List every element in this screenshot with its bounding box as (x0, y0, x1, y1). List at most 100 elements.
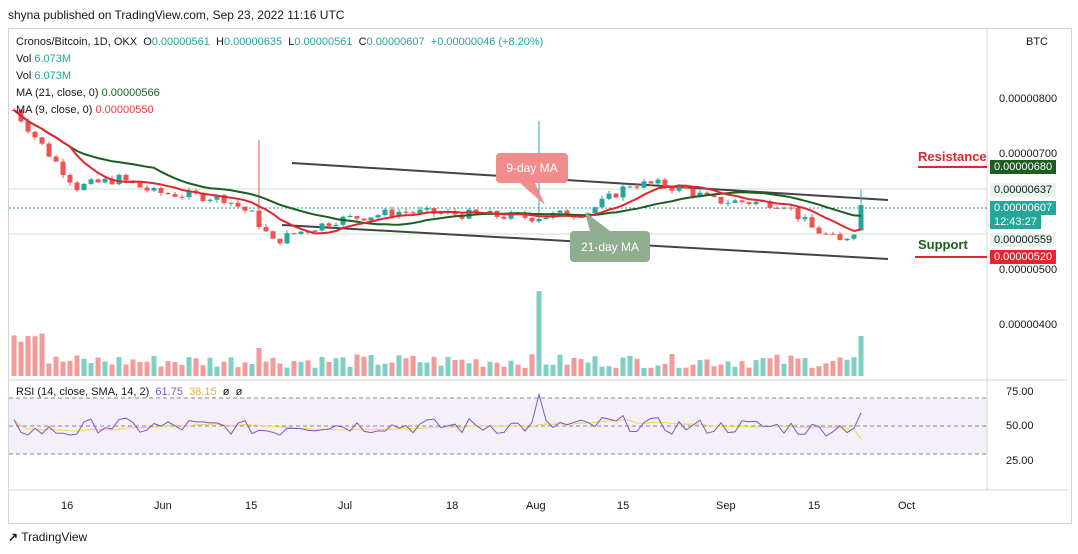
candle-body (592, 207, 598, 214)
volume-bar (354, 354, 360, 376)
candle-body (753, 201, 759, 204)
chart-frame (8, 28, 1072, 524)
candle-body (403, 211, 409, 213)
volume-bar (494, 362, 500, 376)
volume-bar (725, 361, 731, 376)
candle-body (186, 190, 192, 197)
candle-body (648, 181, 654, 184)
candle-body (431, 208, 437, 214)
volume-bar (382, 363, 388, 376)
x-axis-label: Oct (898, 500, 916, 512)
candle-body (88, 179, 94, 184)
ma21-label: MA (21, close, 0) (16, 87, 99, 99)
close-value: 0.00000607 (366, 36, 425, 48)
volume-bar (550, 364, 556, 376)
volume-bar (242, 362, 248, 376)
candle-body (249, 210, 255, 212)
volume-bar (284, 367, 290, 376)
volume-bar (802, 358, 808, 376)
high-value: 0.00000635 (223, 36, 283, 48)
channel-upper-line (291, 162, 889, 201)
candle-body (732, 200, 738, 203)
candle-body (284, 233, 290, 244)
volume-bar (333, 358, 339, 376)
candle-body (81, 183, 87, 191)
x-axis-label: Jun (154, 500, 172, 512)
volume-bar (116, 357, 122, 376)
volume-bar (466, 363, 472, 376)
candle-body (179, 196, 185, 198)
low-label: L (288, 36, 295, 48)
candle-body (725, 202, 731, 204)
vol-value: 6.073M (34, 53, 72, 65)
ma21-callout-pointer (585, 212, 610, 231)
volume-bar (207, 357, 213, 376)
countdown-box: 12:43:27 (990, 215, 1041, 229)
volume-bar (403, 358, 409, 376)
candle-body (508, 212, 514, 219)
candle-body (32, 131, 38, 138)
volume-bar (235, 367, 241, 376)
legend-ma21: MA (21, close, 0) 0.00000566 (16, 87, 160, 99)
rsi-sma-value: 38.15 (189, 386, 217, 398)
volume-bar (858, 336, 864, 376)
volume-bar (193, 358, 199, 376)
ma9-label: MA (9, close, 0) (16, 104, 93, 116)
candle-body (613, 193, 619, 198)
volume-bar (396, 355, 402, 376)
candle-body (382, 209, 388, 216)
volume-bar (781, 363, 787, 376)
candle-body (606, 193, 612, 199)
candle-body (291, 233, 297, 235)
volume-bar (298, 361, 304, 376)
volume-bar (823, 363, 829, 376)
candle-body (676, 186, 682, 191)
volume-bar (543, 364, 549, 376)
candle-body (95, 179, 101, 183)
candle-body (368, 217, 374, 221)
close-label: C (358, 36, 367, 48)
volume-bar (515, 364, 521, 376)
volume-bar (522, 367, 528, 376)
rsi-blank: ø (222, 386, 230, 398)
rsi-value: 61.75 (155, 386, 183, 398)
candle-body (424, 208, 430, 210)
volume-bar (487, 361, 493, 376)
candle-body (704, 192, 710, 195)
volume-bar (613, 367, 619, 376)
candle-body (795, 208, 801, 220)
high-label: H (216, 36, 224, 48)
candle-body (270, 231, 276, 239)
candle-body (207, 199, 213, 201)
candle-body (298, 231, 304, 234)
volume-bar (452, 360, 458, 376)
volume-bar (760, 358, 766, 376)
price-axis-label: 0.00000800 (999, 93, 1058, 105)
volume-bar (844, 359, 850, 376)
volume-bar (501, 366, 507, 376)
candle-body (165, 193, 171, 195)
open-value: 0.00000561 (151, 36, 210, 48)
legend-symbol: Cronos/Bitcoin, 1D, OKX (16, 36, 138, 48)
volume-bar (438, 365, 444, 376)
support-label: Support (918, 237, 968, 252)
candle-body (620, 186, 626, 198)
volume-bar (221, 361, 227, 376)
volume-bar (837, 357, 843, 376)
volume-bar (102, 361, 108, 376)
rsi-sma-line (13, 419, 862, 440)
rsi-level-label: 75.00 (1006, 386, 1034, 398)
tradingview-logo[interactable]: ↗ TradingView (8, 530, 87, 544)
volume-bar (123, 364, 129, 376)
legend-ma9: MA (9, close, 0) 0.00000550 (16, 104, 154, 116)
volume-bar (165, 361, 171, 376)
candle-body (144, 187, 150, 191)
candle-body (823, 233, 829, 235)
ma9-callout-pointer (520, 183, 545, 205)
volume-bar (263, 361, 269, 376)
volume-bar (151, 355, 157, 376)
candle-body (655, 179, 661, 184)
volume-bar (60, 361, 66, 376)
candle-body (151, 188, 157, 191)
